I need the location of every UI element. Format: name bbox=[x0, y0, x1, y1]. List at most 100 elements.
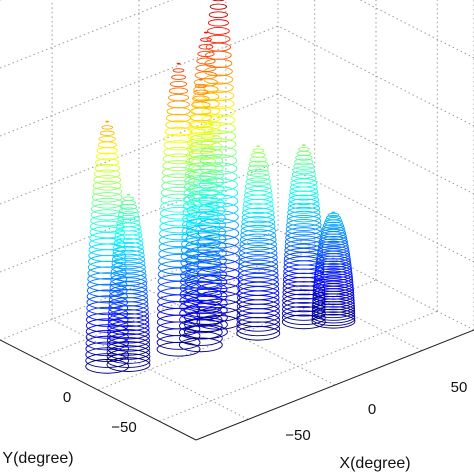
contour-ring bbox=[314, 263, 353, 276]
contour-ring bbox=[118, 207, 139, 215]
contour-ring bbox=[87, 278, 128, 292]
contour-ring bbox=[281, 314, 326, 330]
contour-ring bbox=[188, 119, 213, 129]
contour-ring bbox=[285, 223, 322, 236]
peak bbox=[106, 193, 151, 372]
contour-ring bbox=[91, 203, 124, 215]
contour-ring bbox=[162, 160, 195, 172]
grid-line bbox=[277, 25, 474, 127]
contour-ring bbox=[244, 186, 273, 196]
contour-ring bbox=[178, 331, 223, 346]
contour-ring bbox=[241, 211, 275, 224]
contour-ring bbox=[256, 145, 261, 148]
contour-ring bbox=[237, 268, 279, 283]
contour-ring bbox=[168, 93, 190, 102]
contour-ring bbox=[93, 169, 121, 179]
contour-ring bbox=[184, 295, 228, 311]
peaks bbox=[85, 0, 356, 374]
contour-ring bbox=[189, 133, 223, 145]
grid-line bbox=[159, 310, 438, 422]
contour-ring bbox=[95, 152, 119, 161]
contour-ring bbox=[115, 222, 142, 232]
contour-ring bbox=[237, 277, 279, 292]
contour-ring bbox=[85, 353, 130, 368]
contour-ring bbox=[311, 306, 356, 321]
contour-ring bbox=[317, 243, 350, 255]
contour-ring bbox=[284, 235, 323, 249]
contour-ring bbox=[86, 283, 128, 298]
contour-ring bbox=[238, 255, 278, 269]
contour-ring bbox=[239, 237, 277, 251]
contour-ring bbox=[86, 295, 128, 310]
contour-ring bbox=[194, 83, 207, 89]
contour-ring bbox=[252, 148, 265, 153]
contour-ring bbox=[301, 144, 306, 147]
contour-ring bbox=[192, 95, 210, 102]
contour-ring bbox=[179, 312, 223, 327]
contour-ring bbox=[205, 42, 232, 52]
contour-ring bbox=[116, 218, 141, 228]
contour-ring bbox=[322, 221, 344, 230]
contour-ring bbox=[184, 281, 228, 297]
y-axis-label: Y(degree) bbox=[2, 450, 73, 467]
contour-ring bbox=[161, 180, 196, 192]
contour-ring bbox=[157, 260, 200, 275]
contour-ring bbox=[157, 274, 200, 289]
contour-ring bbox=[331, 211, 336, 214]
contour-ring bbox=[187, 131, 215, 142]
grid-line bbox=[277, 93, 474, 195]
contour-ring bbox=[161, 166, 196, 179]
peak bbox=[311, 211, 356, 329]
peak bbox=[178, 78, 223, 353]
contour-ring bbox=[284, 243, 324, 257]
contour-ring bbox=[241, 216, 276, 228]
contour-ring bbox=[119, 203, 138, 210]
x-axis-line bbox=[195, 329, 474, 441]
grid-line bbox=[138, 284, 336, 386]
contour-ring bbox=[290, 178, 318, 188]
contour-ring bbox=[311, 308, 356, 324]
contour-ring bbox=[186, 138, 215, 148]
contour-ring bbox=[313, 273, 354, 287]
contour-ring bbox=[95, 158, 120, 167]
contour-ring bbox=[324, 217, 343, 224]
contour-ring bbox=[181, 218, 220, 232]
contour-ring bbox=[105, 120, 110, 123]
contour-ring bbox=[285, 227, 323, 240]
contour-ring bbox=[239, 246, 278, 260]
grid-line bbox=[0, 161, 279, 273]
contour-ring bbox=[193, 89, 209, 95]
contour-ring bbox=[187, 183, 225, 196]
contour-ring bbox=[315, 260, 352, 274]
contour-ring bbox=[238, 251, 278, 265]
contour-ring bbox=[179, 306, 223, 321]
contour-ring bbox=[246, 169, 270, 177]
grid-line bbox=[36, 248, 315, 360]
contour-ring bbox=[291, 174, 317, 184]
contour-ring bbox=[282, 301, 326, 317]
contour-ring bbox=[161, 173, 196, 185]
contour-ring bbox=[292, 166, 316, 175]
contour-ring bbox=[179, 318, 223, 334]
contour-ring bbox=[212, 0, 225, 2]
contour-ring bbox=[207, 19, 229, 27]
contour-ring bbox=[239, 233, 277, 246]
contour-ring bbox=[286, 210, 321, 223]
contour-ring bbox=[92, 180, 122, 191]
contour-ring bbox=[90, 214, 125, 227]
grid-line bbox=[0, 25, 279, 137]
contour-ring bbox=[85, 335, 129, 351]
contour-ring bbox=[171, 74, 186, 80]
contour-ring bbox=[85, 330, 129, 345]
contour-ring bbox=[113, 242, 144, 253]
contour-ring bbox=[247, 164, 269, 173]
contour-ring bbox=[248, 160, 268, 168]
contour-ring bbox=[165, 120, 192, 130]
contour-ring bbox=[199, 162, 238, 175]
contour-ring bbox=[288, 190, 319, 201]
contour-ring bbox=[285, 231, 323, 244]
contour-ring bbox=[317, 245, 350, 257]
contour-ring bbox=[207, 27, 230, 35]
contour-ring bbox=[184, 260, 228, 275]
